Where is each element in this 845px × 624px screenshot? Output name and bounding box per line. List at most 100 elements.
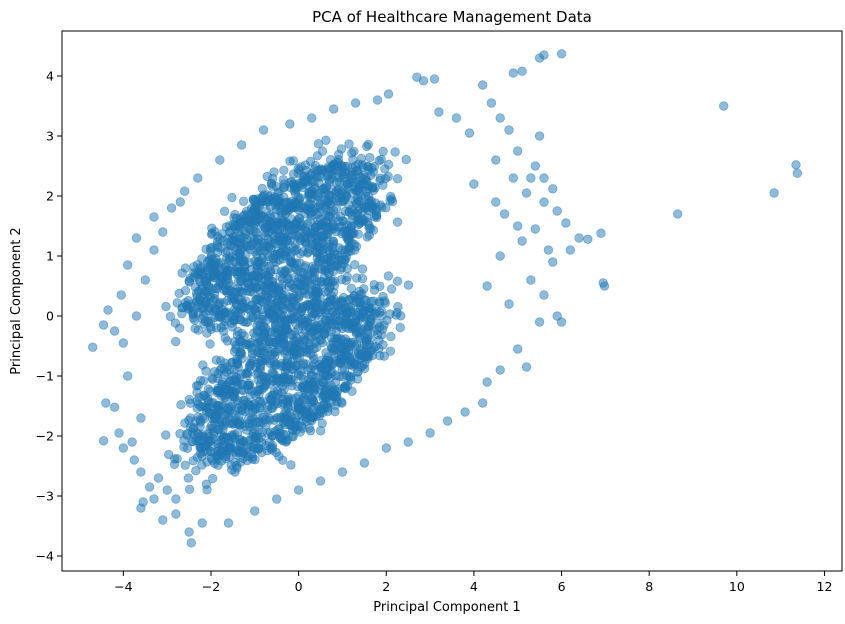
data-point <box>357 215 367 226</box>
data-point <box>247 348 258 359</box>
data-point <box>308 411 318 422</box>
data-point <box>174 323 185 333</box>
data-point <box>343 318 353 328</box>
data-point <box>322 305 332 315</box>
data-point <box>244 362 255 372</box>
data-point <box>361 191 371 202</box>
data-point <box>425 428 435 438</box>
data-point <box>334 149 344 160</box>
data-point <box>122 260 133 270</box>
data-point <box>379 351 390 361</box>
x-tick-label: 2 <box>382 579 390 594</box>
data-point <box>344 243 354 253</box>
data-point <box>192 452 203 463</box>
data-point <box>328 196 338 207</box>
data-point <box>270 302 280 312</box>
data-point <box>219 421 229 431</box>
data-point <box>315 476 326 486</box>
data-point <box>310 377 321 387</box>
data-point <box>216 322 226 333</box>
data-point <box>371 307 381 317</box>
data-point <box>221 307 232 317</box>
data-point <box>304 188 314 198</box>
data-point <box>375 173 386 183</box>
data-point <box>328 337 339 348</box>
data-point <box>381 203 391 213</box>
data-point <box>478 80 488 90</box>
data-point <box>184 527 194 537</box>
data-point <box>321 135 331 146</box>
data-point <box>293 485 304 495</box>
data-point <box>169 454 180 464</box>
x-tick-label: 6 <box>558 579 566 594</box>
data-point <box>184 484 195 495</box>
data-point <box>340 226 350 236</box>
data-point <box>361 336 372 346</box>
data-point <box>336 263 347 273</box>
data-point <box>219 236 229 246</box>
data-point <box>351 317 361 327</box>
data-point <box>429 74 440 84</box>
data-point <box>307 395 318 405</box>
data-point <box>392 173 403 184</box>
data-point <box>262 343 272 354</box>
data-point <box>227 263 238 274</box>
data-point <box>326 256 337 266</box>
data-point <box>309 338 320 349</box>
scatter-points <box>87 49 803 548</box>
data-point <box>205 322 216 332</box>
data-point <box>288 169 299 179</box>
data-point <box>548 257 558 267</box>
data-point <box>508 173 519 183</box>
data-point <box>254 272 264 283</box>
data-point <box>320 188 330 198</box>
data-point <box>301 225 311 236</box>
data-point <box>261 420 271 430</box>
data-point <box>495 365 505 375</box>
x-tick-label: 12 <box>817 579 833 594</box>
data-point <box>330 212 341 223</box>
data-point <box>534 317 545 327</box>
data-point <box>98 436 109 446</box>
data-point <box>378 146 388 157</box>
data-point <box>264 216 274 226</box>
data-point <box>362 141 372 152</box>
data-point <box>250 506 260 516</box>
data-point <box>275 309 285 320</box>
data-point <box>211 355 222 365</box>
data-point <box>161 430 171 440</box>
data-point <box>382 315 392 326</box>
data-point <box>769 188 779 198</box>
data-point <box>346 375 356 385</box>
data-point <box>285 119 295 129</box>
data-point <box>268 253 278 263</box>
data-point <box>229 311 240 322</box>
x-tick-label: −4 <box>114 579 132 594</box>
data-point <box>201 275 211 286</box>
data-point <box>347 307 357 317</box>
data-point <box>278 293 289 304</box>
data-point <box>197 518 207 528</box>
data-point <box>280 316 290 327</box>
data-point <box>358 160 368 170</box>
data-point <box>184 277 194 287</box>
data-point <box>211 283 221 294</box>
data-point <box>116 290 126 300</box>
data-point <box>322 167 332 178</box>
data-point <box>354 327 364 338</box>
data-point <box>369 285 380 295</box>
data-point <box>216 363 227 374</box>
data-point <box>205 446 216 457</box>
data-point <box>214 271 225 281</box>
data-point <box>364 220 374 231</box>
data-point <box>287 309 297 319</box>
data-point <box>286 460 296 470</box>
data-point <box>291 197 301 208</box>
data-point <box>548 184 558 194</box>
data-point <box>285 156 295 166</box>
x-axis: −4 −2 0 2 4 6 8 10 12 <box>114 571 832 594</box>
data-point <box>328 236 338 246</box>
data-point <box>265 427 276 437</box>
data-point <box>118 443 129 453</box>
data-point <box>517 66 527 76</box>
